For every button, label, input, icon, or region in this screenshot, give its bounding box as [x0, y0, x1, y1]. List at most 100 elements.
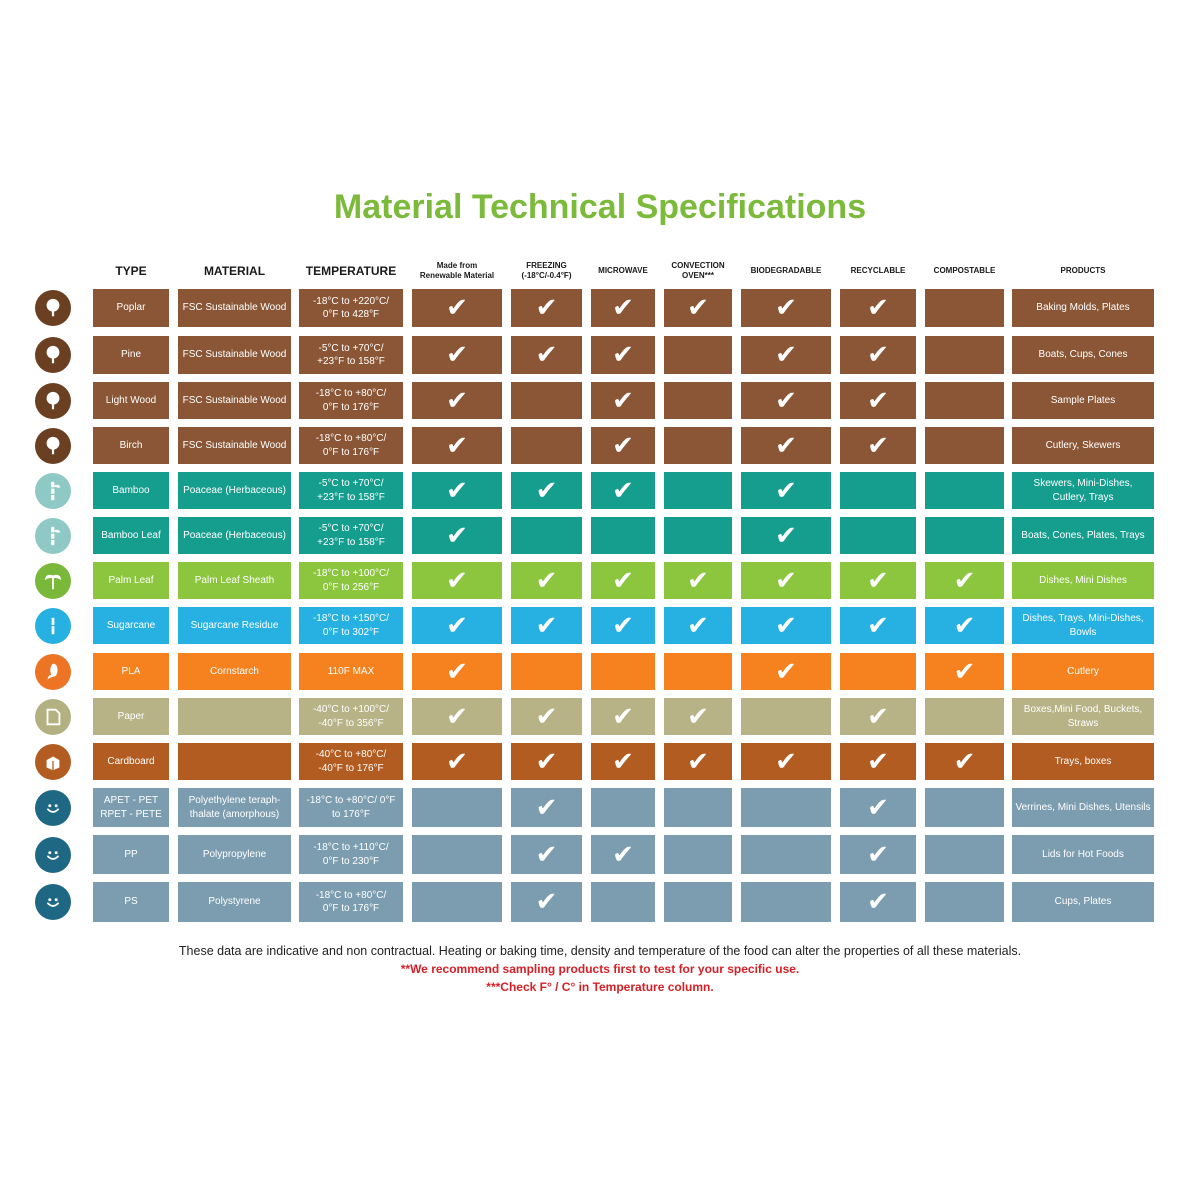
bamboo-icon — [35, 517, 71, 554]
cell-biodegradable: ✔ — [741, 743, 831, 780]
products-text: Cutlery — [1067, 665, 1099, 677]
type-text: PP — [124, 848, 138, 860]
cell-compostable — [925, 472, 1004, 509]
products-text: Trays, boxes — [1054, 755, 1112, 767]
products-text: Cups, Plates — [1054, 896, 1112, 908]
checkmark-icon: ✔ — [446, 701, 468, 732]
cell-compostable: ✔ — [925, 562, 1004, 599]
cell-compostable — [925, 517, 1004, 554]
type-text: Pine — [120, 349, 141, 361]
cell-renewable — [412, 882, 502, 922]
cell-freezing: ✔ — [511, 743, 582, 780]
checkmark-icon: ✔ — [775, 746, 797, 777]
smiley-icon — [35, 884, 71, 920]
type-text: Birch — [119, 439, 143, 451]
cell-microwave: ✔ — [591, 607, 655, 644]
temperature-text: -18°C to +100°C/ 0°F to 256°F — [312, 568, 390, 593]
cell-microwave: ✔ — [591, 382, 655, 419]
cell-recyclable — [840, 517, 916, 554]
cell-renewable: ✔ — [412, 289, 502, 327]
cell-biodegradable: ✔ — [741, 607, 831, 644]
cell-compostable: ✔ — [925, 653, 1004, 690]
checkmark-icon: ✔ — [953, 656, 976, 687]
type-text: Poplar — [116, 302, 146, 314]
temperature-text: -18°C to +150°C/ 0°F to 302°F — [312, 613, 390, 638]
cell-temperature: -18°C to +100°C/ 0°F to 256°F — [299, 562, 403, 599]
material-text: Cornstarch — [210, 665, 259, 677]
checkmark-icon: ✔ — [535, 839, 558, 870]
cell-renewable: ✔ — [412, 562, 502, 599]
cell-compostable: ✔ — [925, 607, 1004, 644]
cell-material — [178, 698, 291, 735]
cell-material: Polystyrene — [178, 882, 291, 922]
cell-convection — [664, 517, 732, 554]
checkmark-icon: ✔ — [687, 293, 709, 323]
cell-freezing — [511, 382, 582, 419]
cell-material: Poaceae (Herbaceous) — [178, 472, 291, 509]
cell-type: Poplar — [93, 289, 169, 327]
cell-recyclable: ✔ — [840, 788, 916, 827]
tree-icon — [35, 427, 71, 464]
cell-compostable — [925, 788, 1004, 827]
checkmark-icon: ✔ — [687, 746, 709, 777]
column-header-biodegradable: BIODEGRADABLE — [750, 266, 822, 276]
cell-temperature: -18°C to +80°C/ 0°F to 176°F — [299, 427, 403, 464]
column-header-freezing: FREEZING (-18°C/-0.4°F) — [521, 261, 572, 280]
cell-biodegradable: ✔ — [741, 653, 831, 690]
cell-freezing: ✔ — [511, 788, 582, 827]
checkmark-icon: ✔ — [446, 340, 468, 370]
cell-freezing: ✔ — [511, 882, 582, 922]
cell-type: Light Wood — [93, 382, 169, 419]
cell-products: Baking Molds, Plates — [1012, 289, 1154, 327]
temperature-check-note: ***Check F° / C° in Temperature column. — [486, 980, 714, 994]
checkmark-icon: ✔ — [535, 610, 558, 641]
cell-products: Boats, Cups, Cones — [1012, 336, 1154, 374]
temperature-text: -18°C to +80°C/ 0°F to 176°F — [315, 433, 387, 458]
cell-convection — [664, 427, 732, 464]
checkmark-icon: ✔ — [953, 746, 976, 777]
temperature-text: -18°C to +110°C/ 0°F to 230°F — [313, 842, 389, 867]
cell-biodegradable: ✔ — [741, 382, 831, 419]
checkmark-icon: ✔ — [446, 430, 468, 461]
tree-icon — [35, 290, 71, 326]
material-text: Polystyrene — [208, 896, 261, 908]
cell-products: Trays, boxes — [1012, 743, 1154, 780]
cell-microwave — [591, 653, 655, 690]
cell-microwave: ✔ — [591, 472, 655, 509]
bamboo-icon — [35, 472, 71, 509]
cell-temperature: -40°C to +80°C/ -40°F to 176°F — [299, 743, 403, 780]
cell-compostable — [925, 882, 1004, 922]
checkmark-icon: ✔ — [775, 340, 797, 370]
temperature-text: -5°C to +70°C/ +23°F to 158°F — [317, 478, 385, 503]
cell-material: FSC Sustainable Wood — [178, 427, 291, 464]
cell-type: Cardboard — [93, 743, 169, 780]
cell-type: PLA — [93, 653, 169, 690]
cell-temperature: -18°C to +80°C/ 0°F to 176°F — [299, 382, 403, 419]
cell-renewable: ✔ — [412, 382, 502, 419]
cell-compostable — [925, 698, 1004, 735]
checkmark-icon: ✔ — [775, 520, 797, 551]
cell-biodegradable — [741, 835, 831, 874]
cell-recyclable: ✔ — [840, 427, 916, 464]
cell-material: Polyethylene teraph- thalate (amorphous) — [178, 788, 291, 827]
cell-compostable — [925, 289, 1004, 327]
cell-material: Palm Leaf Sheath — [178, 562, 291, 599]
cell-temperature: -18°C to +80°C/ 0°F to 176°F — [299, 882, 403, 922]
checkmark-icon: ✔ — [687, 701, 709, 732]
cell-type: Birch — [93, 427, 169, 464]
cell-temperature: 110F MAX — [299, 653, 403, 690]
column-header-type: TYPE — [115, 263, 147, 278]
type-text: Light Wood — [105, 394, 157, 406]
cell-compostable — [925, 835, 1004, 874]
cell-renewable: ✔ — [412, 336, 502, 374]
checkmark-icon: ✔ — [775, 610, 797, 641]
type-text: Palm Leaf — [108, 574, 154, 586]
cell-microwave — [591, 788, 655, 827]
cell-renewable: ✔ — [412, 607, 502, 644]
cell-material: Polypropylene — [178, 835, 291, 874]
cell-compostable: ✔ — [925, 743, 1004, 780]
cell-type: PP — [93, 835, 169, 874]
page-title: Material Technical Specifications — [333, 188, 867, 226]
cell-renewable: ✔ — [412, 743, 502, 780]
cell-convection — [664, 882, 732, 922]
